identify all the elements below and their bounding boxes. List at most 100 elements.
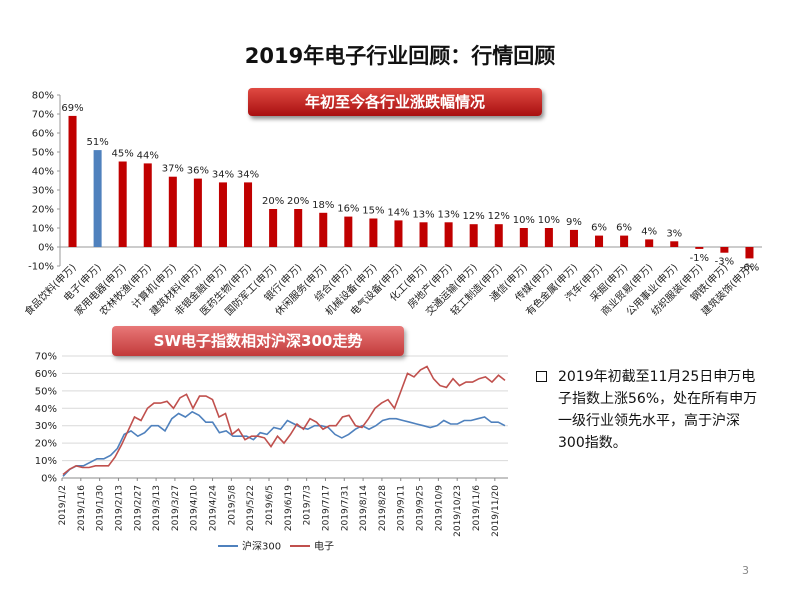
line-y-tick-label: 50% (35, 386, 57, 397)
bar-value-label: 20% (262, 196, 284, 207)
line-x-tick-label: 2019/5/22 (246, 485, 256, 531)
line-series-hs300 (62, 410, 506, 477)
summary-note: 2019年初截至11月25日申万电子指数上涨56%，处在所有申万一级行业领先水平… (536, 366, 761, 454)
page-title: 2019年电子行业回顾：行情回顾 (244, 44, 556, 68)
bar-value-label: 6% (616, 223, 632, 234)
bar (670, 241, 679, 247)
page-number: 3 (742, 564, 749, 577)
line-x-tick-label: 2019/2/13 (114, 485, 124, 531)
line-x-tick-label: 2019/10/9 (434, 485, 444, 531)
line-x-tick-label: 2019/1/2 (58, 485, 68, 525)
bar-value-label: 3% (666, 228, 682, 239)
bullet-square-icon (536, 371, 547, 382)
bar (93, 150, 102, 247)
bar-y-tick-label: 10% (32, 224, 54, 235)
line-x-tick-label: 2019/2/27 (133, 485, 143, 531)
bar-value-label: 14% (387, 207, 409, 218)
bar-value-label: 9% (566, 217, 582, 228)
bar-value-label: 51% (86, 137, 108, 148)
bar (118, 161, 127, 247)
bar-value-label: 12% (463, 211, 485, 222)
bar (469, 224, 478, 247)
industry-bar-chart: -10%0%10%20%30%40%50%60%70%80%69%食品饮料(申万… (22, 91, 762, 318)
bar (193, 178, 202, 247)
bar (269, 209, 278, 247)
line-x-tick-label: 2019/1/16 (77, 485, 87, 531)
bar-y-tick-label: 80% (32, 91, 54, 102)
bar-value-label: 10% (513, 215, 535, 226)
bar (595, 235, 604, 247)
bar-value-label: 15% (362, 206, 384, 217)
bar-value-label: 13% (437, 209, 459, 220)
bar-y-tick-label: 0% (38, 243, 54, 254)
line-x-tick-label: 2019/7/31 (340, 485, 350, 531)
bar-y-tick-label: 40% (32, 167, 54, 178)
line-x-tick-label: 2019/7/17 (321, 485, 331, 531)
bar (294, 209, 303, 247)
bar (143, 163, 152, 247)
bar-y-tick-label: 50% (32, 148, 54, 159)
bar (394, 220, 403, 247)
bar (569, 229, 578, 247)
legend-label: 沪深300 (242, 540, 281, 553)
bar (720, 247, 729, 253)
bar-value-label: 45% (112, 149, 134, 160)
line-x-tick-label: 2019/11/6 (472, 485, 482, 531)
bar-value-label: -3% (715, 257, 734, 268)
bar-value-label: -1% (690, 253, 709, 264)
line-x-tick-label: 2019/3/27 (171, 485, 181, 531)
line-x-tick-label: 2019/11/20 (491, 485, 501, 537)
bar-value-label: -6% (740, 262, 759, 273)
bar (620, 235, 629, 247)
bar-value-label: 4% (641, 226, 657, 237)
bar-y-tick-label: 70% (32, 110, 54, 121)
bar-y-tick-label: -10% (28, 262, 54, 273)
bar-value-label: 12% (488, 211, 510, 222)
line-x-tick-label: 2019/9/11 (397, 485, 407, 531)
line-x-tick-label: 2019/1/30 (96, 485, 106, 531)
line-y-tick-label: 70% (35, 352, 57, 363)
line-y-tick-label: 0% (41, 474, 57, 485)
bar-value-label: 18% (312, 200, 334, 211)
bar-y-tick-label: 60% (32, 129, 54, 140)
bar (319, 212, 328, 247)
line-x-tick-label: 2019/8/14 (359, 485, 369, 531)
bar (444, 222, 453, 247)
bar (218, 182, 227, 247)
line-y-tick-label: 30% (35, 421, 57, 432)
line-y-tick-label: 60% (35, 369, 57, 380)
line-y-tick-label: 40% (35, 404, 57, 415)
bar (68, 115, 77, 248)
bar-value-label: 20% (287, 196, 309, 207)
line-x-tick-label: 2019/3/13 (152, 485, 162, 531)
bar-value-label: 36% (187, 166, 209, 177)
bar-y-tick-label: 20% (32, 205, 54, 216)
line-y-tick-label: 20% (35, 439, 57, 450)
line-x-tick-label: 2019/4/24 (209, 485, 219, 531)
bar-value-label: 34% (212, 169, 234, 180)
line-series-dianzi (62, 365, 506, 476)
bar-value-label: 37% (162, 164, 184, 175)
line-y-tick-label: 10% (35, 456, 57, 467)
line-x-tick-label: 2019/10/23 (453, 485, 463, 537)
summary-note-text: 2019年初截至11月25日申万电子指数上涨56%，处在所有申万一级行业领先水平… (558, 369, 758, 451)
bar (419, 222, 428, 247)
line-x-tick-label: 2019/7/3 (303, 485, 313, 525)
bar (369, 218, 378, 247)
bar-value-label: 44% (137, 150, 159, 161)
line-x-tick-label: 2019/8/28 (378, 485, 388, 531)
line-x-tick-label: 2019/9/25 (416, 485, 426, 531)
bar-value-label: 13% (412, 209, 434, 220)
bar (244, 182, 253, 247)
bar (544, 228, 553, 247)
line-x-tick-label: 2019/6/19 (284, 485, 294, 531)
legend-label: 电子 (314, 540, 334, 553)
line-chart-title: SW电子指数相对沪深300走势 (112, 326, 404, 356)
bar (168, 176, 177, 247)
bar-value-label: 69% (61, 103, 83, 114)
bar-value-label: 6% (591, 223, 607, 234)
line-x-tick-label: 2019/5/8 (227, 485, 237, 526)
bar (645, 239, 654, 247)
bar (745, 247, 754, 259)
